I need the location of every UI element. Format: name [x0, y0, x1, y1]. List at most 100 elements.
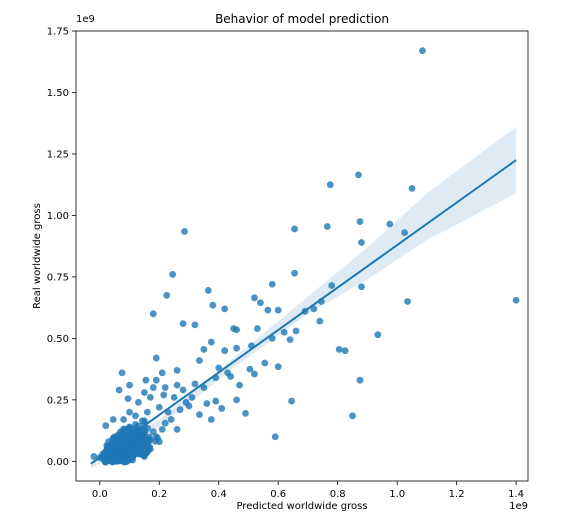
data-point: [215, 364, 223, 372]
x-tick-label: 0.6: [270, 489, 286, 500]
data-point: [149, 428, 157, 436]
data-point: [316, 317, 324, 325]
data-point: [356, 376, 364, 384]
data-point: [200, 346, 208, 353]
data-point: [280, 328, 288, 336]
data-point: [356, 218, 364, 225]
data-point: [90, 453, 98, 460]
data-point: [142, 376, 150, 384]
data-point: [310, 305, 318, 313]
data-point: [188, 393, 196, 401]
data-point: [326, 181, 334, 189]
data-point: [140, 446, 148, 453]
data-point: [152, 354, 160, 362]
data-point: [163, 291, 171, 299]
data-point: [227, 373, 235, 380]
data-point: [286, 336, 294, 344]
data-point: [110, 451, 118, 459]
data-point: [288, 397, 295, 405]
data-point: [158, 425, 166, 433]
data-point: [419, 47, 426, 55]
data-point: [256, 299, 264, 307]
data-point: [242, 409, 249, 417]
y-tick-label: 1.00: [47, 211, 69, 222]
data-point: [408, 184, 416, 192]
data-point: [221, 347, 229, 355]
data-point: [512, 296, 520, 304]
data-point: [191, 380, 199, 388]
data-point: [212, 397, 220, 405]
data-point: [209, 301, 217, 309]
data-point: [207, 338, 215, 346]
data-point: [196, 411, 203, 419]
data-point: [120, 458, 128, 466]
x-tick-label: 0.8: [330, 489, 346, 500]
data-point: [118, 369, 126, 377]
data-point: [161, 419, 169, 427]
data-point: [128, 447, 135, 454]
data-point: [135, 398, 142, 406]
y-axis-label: Real worldwide gross: [32, 203, 43, 309]
data-point: [264, 306, 272, 314]
data-point: [386, 220, 394, 228]
y-tick-label: 1.25: [47, 149, 69, 160]
data-point: [268, 280, 276, 288]
data-point: [274, 306, 282, 314]
data-point: [404, 298, 411, 305]
data-point: [173, 366, 181, 374]
y-offset-label: 1e9: [76, 14, 95, 25]
data-point: [143, 408, 151, 416]
data-point: [341, 347, 349, 355]
data-point: [323, 223, 331, 230]
data-point: [103, 443, 111, 451]
data-point: [152, 376, 160, 384]
x-tick-label: 1.4: [508, 489, 524, 500]
data-point: [204, 287, 212, 294]
x-tick-label: 0.4: [211, 489, 227, 500]
data-point: [167, 416, 175, 423]
data-point: [170, 393, 178, 401]
data-point: [182, 398, 190, 406]
data-point: [169, 271, 177, 278]
y-tick-label: 0.00: [47, 457, 69, 468]
data-point: [261, 359, 269, 367]
data-point: [158, 369, 166, 377]
data-point: [349, 412, 356, 420]
data-point: [271, 433, 279, 441]
x-tick-label: 1.2: [449, 489, 465, 500]
data-point: [173, 425, 181, 433]
data-point: [126, 408, 133, 416]
confidence-band: [90, 126, 517, 469]
data-point: [358, 239, 365, 246]
data-point: [155, 403, 163, 411]
x-tick-label: 0.0: [92, 489, 108, 500]
plot-area: [90, 47, 520, 469]
data-point: [134, 439, 142, 447]
data-point: [291, 269, 298, 277]
y-tick-label: 1.75: [47, 27, 69, 38]
data-point: [200, 384, 208, 391]
data-point: [233, 344, 240, 352]
y-tick-label: 1.50: [47, 88, 69, 99]
y-tick-label: 0.25: [47, 395, 69, 406]
data-point: [161, 384, 169, 391]
data-point: [191, 321, 199, 329]
data-point: [221, 305, 229, 313]
data-point: [355, 171, 362, 179]
plot-frame: [75, 30, 529, 482]
data-point: [120, 416, 127, 423]
data-point: [132, 412, 139, 420]
data-point: [102, 422, 110, 430]
x-axis-label: Predicted worldwide gross: [236, 501, 367, 512]
data-point: [140, 450, 148, 458]
y-tick-label: 0.75: [47, 272, 69, 283]
data-point: [401, 229, 408, 237]
y-axis: 0.00 0.25 0.50 0.75 1.00 1.25 1.50 1.75: [47, 27, 76, 468]
data-point: [176, 406, 184, 414]
data-point: [115, 386, 123, 394]
data-point: [236, 381, 243, 389]
data-point: [218, 405, 226, 412]
data-point: [109, 416, 117, 423]
data-point: [335, 346, 343, 353]
data-point: [149, 384, 157, 391]
